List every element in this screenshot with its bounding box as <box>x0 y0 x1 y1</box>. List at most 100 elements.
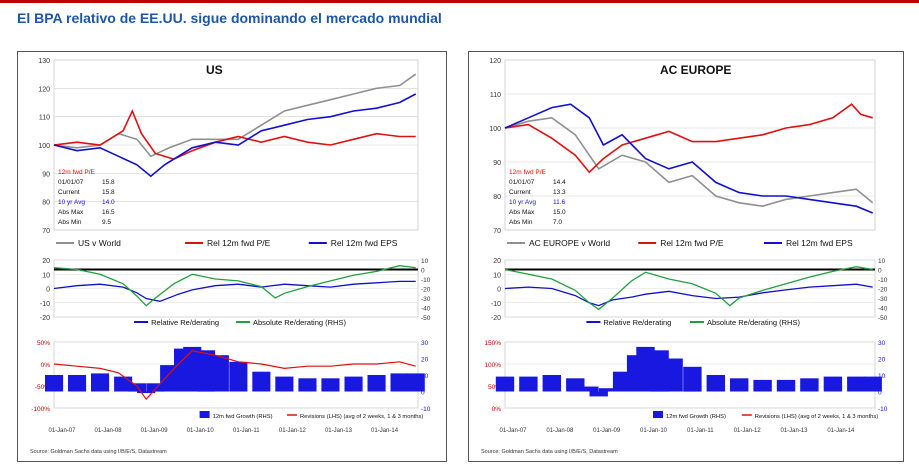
eu-top-series-0 <box>504 116 874 208</box>
eu-mid-ytick-right-label: -10 <box>878 277 888 284</box>
us-stats-value: 16.5 <box>102 209 115 216</box>
eu-bot-ytick-right-label: 30 <box>878 340 886 347</box>
eu-bot-bar <box>612 371 632 392</box>
eu-bot-ytick-right-label: 20 <box>878 357 886 364</box>
us-bot-ytick-label: -100% <box>31 406 50 413</box>
us-source-note: Source: Goldman Sachs data using I/B/E/S… <box>30 449 167 455</box>
us-bot-bar <box>367 375 386 392</box>
us-bot-ytick-right-label: 30 <box>421 340 429 347</box>
eu-stats-value: 15.0 <box>553 209 566 216</box>
us-mid-ytick-right-label: -50 <box>421 315 431 322</box>
us-stats-label: Abs Min <box>58 219 82 226</box>
us-top-ytick-label: 110 <box>39 115 50 122</box>
eu-top-legend-label: Rel 12m fwd EPS <box>786 238 853 248</box>
us-chart-title: US <box>206 63 223 77</box>
us-stats-value: 15.8 <box>102 179 115 186</box>
eu-top-ytick-label: 100 <box>489 126 501 133</box>
eu-top-ytick-label: 80 <box>493 194 501 201</box>
us-top-ytick-label: 70 <box>42 228 50 235</box>
eu-stats-value: 14.4 <box>553 179 566 186</box>
eu-top-ytick-label: 120 <box>489 58 501 65</box>
us-xtick-label: 01-Jan-12 <box>279 428 307 434</box>
chart-panel-europe: 70 80 90 100 110 120 AC EUROPE 12m fwd P/E 01/01… <box>468 51 904 462</box>
eu-mid-ytick-right-label: -20 <box>878 287 888 294</box>
us-bot-revisions-line <box>53 350 416 401</box>
us-stats-value: 14.0 <box>102 199 115 206</box>
us-xtick-label: 01-Jan-14 <box>371 428 399 434</box>
eu-stats-value: 11.6 <box>553 199 566 206</box>
eu-xtick-label: 01-Jan-10 <box>640 428 668 434</box>
eu-stats-label: Current <box>509 189 531 196</box>
us-mid-ytick-label: 10 <box>42 272 50 279</box>
us-stats-label: Abs Max <box>58 209 84 216</box>
page-title: El BPA relativo de EE.UU. sigue dominand… <box>17 10 442 26</box>
us-xtick-label: 01-Jan-11 <box>233 428 260 434</box>
us-bot-legend-label: Revisions (LHS) (avg of 2 weeks, 1 & 3 m… <box>300 414 423 420</box>
us-bot-ytick-label: 50% <box>37 340 50 347</box>
eu-bot-bar <box>519 376 538 392</box>
eu-xtick-label: 01-Jan-09 <box>593 428 621 434</box>
us-xtick-label: 01-Jan-13 <box>325 428 353 434</box>
us-bot-bar <box>197 350 216 392</box>
us-top-legend-label: US v World <box>78 238 121 248</box>
eu-mid-ytick-right-label: 0 <box>878 268 882 275</box>
us-mid-ytick-right-label: -30 <box>421 296 431 303</box>
eu-mid-ytick-right-label: -40 <box>878 306 888 313</box>
chart-panel-us: 70 80 90 100 110 120 130 US 12m fwd P/E 01/01/07 1… <box>17 51 447 462</box>
us-top-legend-label: Rel 12m fwd EPS <box>331 238 398 248</box>
eu-stats-label: Abs Max <box>509 209 535 216</box>
eu-bot-ytick-right-label: 0 <box>878 390 882 397</box>
us-bot-bar <box>160 365 179 392</box>
eu-chart-title: AC EUROPE <box>660 63 731 77</box>
us-bot-ytick-right-label: 20 <box>421 357 429 364</box>
us-bot-bar <box>137 391 156 394</box>
us-mid-ytick-right-label: -40 <box>421 306 431 313</box>
us-mid-ytick-right-label: 10 <box>421 258 429 265</box>
us-mid-ytick-right-label: -10 <box>421 277 431 284</box>
us-bot-bar <box>127 383 146 392</box>
eu-bot-bar <box>730 378 749 392</box>
eu-bot-bar <box>776 379 796 392</box>
us-top-series-2 <box>53 93 417 178</box>
eu-bot-ytick-label: 100% <box>484 362 501 369</box>
eu-top-legend-label: Rel 12m fwd P/E <box>660 238 724 248</box>
eu-top-plot-area <box>504 59 876 231</box>
eu-bot-bar <box>580 386 599 392</box>
eu-bot-bar <box>664 358 683 392</box>
us-xtick-label: 01-Jan-10 <box>187 428 215 434</box>
eu-top-series-1 <box>504 103 873 174</box>
us-bot-bar <box>91 373 110 392</box>
eu-bot-bar <box>823 376 843 392</box>
eu-bot-bar <box>495 376 515 392</box>
eu-bot-ytick-label: 150% <box>484 340 501 347</box>
us-bot-ytick-label: 0% <box>41 362 51 369</box>
us-bot-bar <box>252 371 271 392</box>
eu-bot-bar <box>863 376 882 392</box>
accent-line <box>0 0 919 3</box>
us-bot-bar <box>210 355 229 392</box>
eu-top-ytick-label: 110 <box>490 92 501 99</box>
us-bot-bar <box>114 376 133 392</box>
eu-mid-series-0 <box>504 283 873 307</box>
eu-bot-bar <box>566 378 585 392</box>
eu-mid-ytick-label: 0 <box>497 287 501 294</box>
us-bot-bar <box>275 376 294 392</box>
eu-bot-bar <box>598 388 618 392</box>
us-stats-label: 10 yr Avg <box>58 199 85 206</box>
eu-bot-bar <box>800 378 819 392</box>
us-bot-ytick-right-label: -10 <box>421 406 431 413</box>
us-bot-bar <box>45 375 64 392</box>
eu-mid-ytick-label: 20 <box>493 258 501 265</box>
us-xtick-label: 01-Jan-08 <box>95 428 123 434</box>
us-top-legend-label: Rel 12m fwd P/E <box>207 238 271 248</box>
us-xtick-label: 01-Jan-07 <box>48 428 76 434</box>
us-stats-header: 12m fwd P/E <box>58 169 96 176</box>
eu-bot-legend-label: Revisions (LHS) (avg of 2 weeks, 1 & 3 m… <box>755 414 878 420</box>
eu-bot-bar <box>636 346 655 392</box>
us-mid-series-0 <box>53 280 416 302</box>
eu-stats-label: 10 yr Avg <box>509 199 536 206</box>
eu-top-ytick-label: 70 <box>493 228 501 235</box>
eu-bot-bar <box>753 379 772 392</box>
us-bot-bar <box>146 383 165 392</box>
